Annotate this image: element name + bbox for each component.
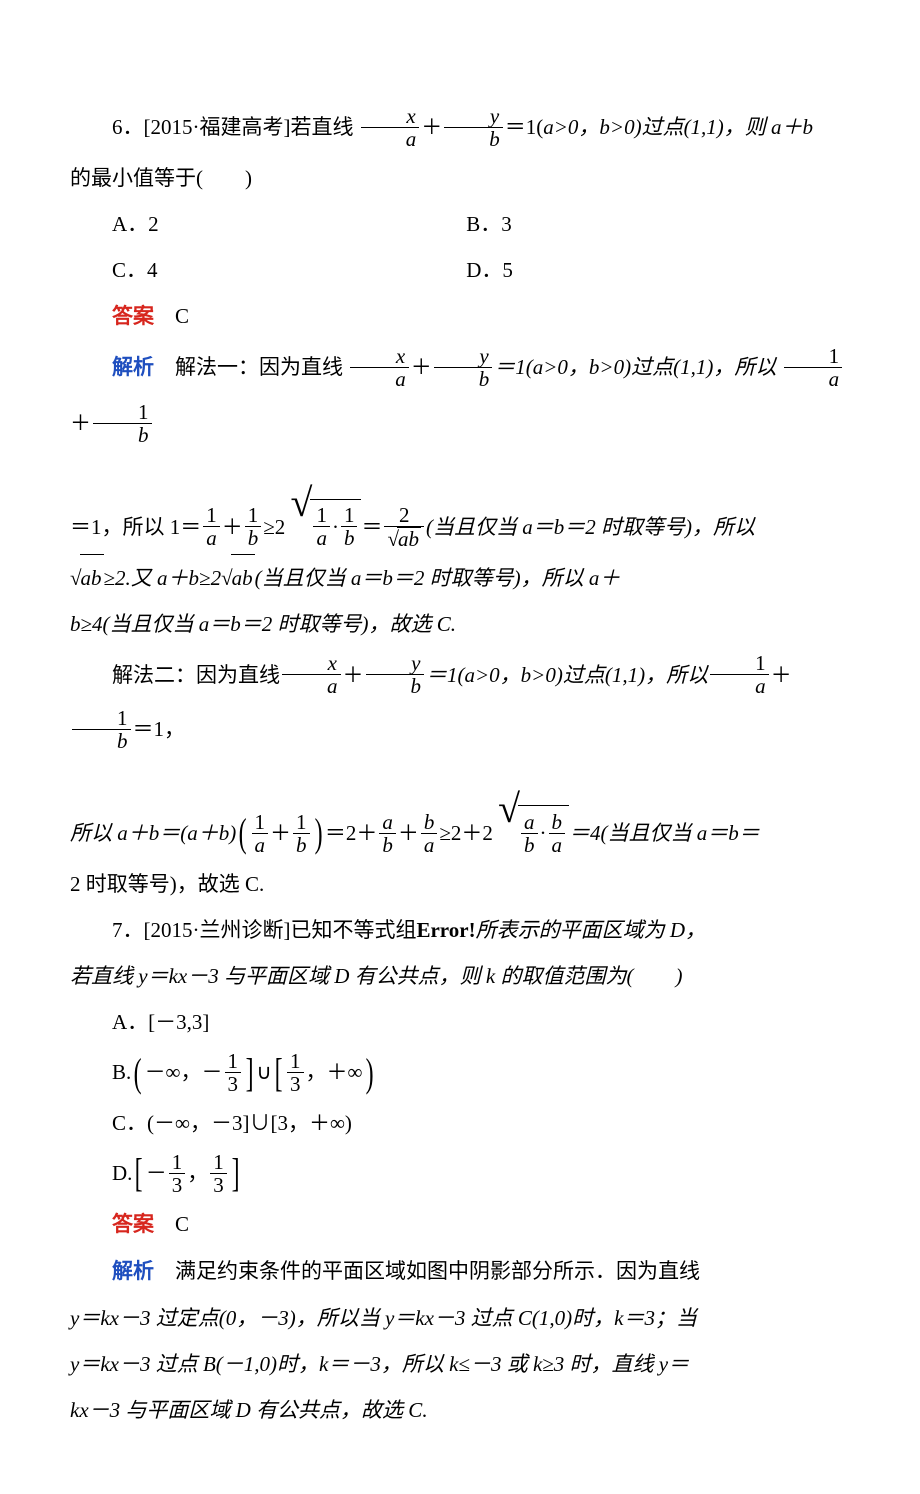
q6-option-d: D．5 (466, 247, 820, 293)
q6-number: 6． (112, 115, 144, 139)
q7-options: A．[－3,3] B.(－∞，－13]∪[13，＋∞) C．(－∞，－3]∪[3… (70, 999, 850, 1201)
frac-x-a: xa (361, 105, 420, 150)
q6-explain-m1-l4: b≥4(当且仅当 a＝b＝2 时取等号)，故选 C. (70, 601, 850, 647)
q6-explain-m2-l1: 解法二：因为直线xa＋yb＝1(a>0，b>0)过点(1,1)，所以1a＋1b＝… (70, 648, 850, 757)
q7-option-c: C．(－∞，－3]∪[3，＋∞) (112, 1100, 850, 1146)
sqrt-1a1b: √1a·1b (291, 451, 362, 555)
q6-explain-m2-l2: 所以 a＋b＝(a＋b)(1a＋1b)＝2＋ab＋ba≥2＋2 √ab·ba＝4… (70, 757, 850, 861)
q7-number: 7． (112, 918, 144, 942)
sqrt-abba: √ab·ba (498, 757, 569, 861)
q7-stem-line2: 若直线 y＝kx－3 与平面区域 D 有公共点，则 k 的取值范围为( ) (70, 953, 850, 999)
lbracket-icon: [ (135, 1157, 143, 1189)
q6-explain-m1-l2: ＝1，所以 1＝1a＋1b≥2 √1a·1b＝2√ab(当且仅当 a＝b＝2 时… (70, 451, 850, 555)
q7-explain-l2: y＝kx－3 过定点(0，－3)，所以当 y＝kx－3 过点 C(1,0)时，k… (70, 1295, 850, 1341)
rparen-icon: ) (314, 817, 322, 849)
q7-answer: 答案 C (70, 1201, 850, 1248)
lparen-icon: ( (134, 1057, 142, 1089)
q6-explain-m1-l1: 解析 解法一：因为直线 xa＋yb＝1(a>0，b>0)过点(1,1)，所以 1… (70, 340, 850, 450)
explain-label: 解析 (112, 1260, 154, 1283)
q6-source: [2015·福建高考] (144, 115, 291, 139)
q7-source: [2015·兰州诊断] (144, 918, 291, 942)
q6-cond: a>0，b>0)过点(1,1)，则 a＋b (543, 115, 813, 139)
q7-explain-l1: 解析 满足约束条件的平面区域如图中阴影部分所示．因为直线 (70, 1248, 850, 1295)
q7-option-d: D.[－13，13] (112, 1146, 850, 1201)
lbracket-icon: [ (274, 1057, 282, 1089)
rbracket-icon: ] (246, 1057, 254, 1089)
answer-label: 答案 (112, 1213, 154, 1236)
answer-label: 答案 (112, 305, 154, 328)
q7-explain-l3: y＝kx－3 过点 B(－1,0)时，k＝－3，所以 k≤－3 或 k≥3 时，… (70, 1341, 850, 1387)
q6-explain-m2-l3: 2 时取等号)，故选 C. (70, 861, 850, 907)
frac-y-b: yb (444, 105, 503, 150)
explain-label: 解析 (112, 356, 154, 379)
rparen-icon: ) (365, 1057, 373, 1089)
q6-option-c: C．4 (112, 247, 466, 293)
error-placeholder: Error! (416, 918, 475, 942)
q6-option-a: A．2 (112, 201, 466, 247)
q6-stem-line2: 的最小值等于( ) (70, 155, 850, 201)
lparen-icon: ( (239, 817, 247, 849)
q7-answer-value: C (175, 1212, 189, 1236)
q7-stem-line1: 7．[2015·兰州诊断]已知不等式组Error!所表示的平面区域为 D， (70, 907, 850, 953)
q6-options: A．2 B．3 C．4 D．5 (70, 201, 850, 293)
q6-answer-value: C (175, 304, 189, 328)
q6-stem-line1: 6．[2015·福建高考]若直线 xa＋yb＝1(a>0，b>0)过点(1,1)… (70, 100, 850, 155)
q6-option-b: B．3 (466, 201, 820, 247)
q6-stem-a: 若直线 (290, 115, 353, 139)
q6-answer: 答案 C (70, 293, 850, 340)
q6-explain-m1-l3: √ab≥2.又 a＋b≥2√ab(当且仅当 a＝b＝2 时取等号)，所以 a＋ (70, 554, 850, 601)
rbracket-icon: ] (231, 1157, 239, 1189)
q7-option-b: B.(－∞，－13]∪[13，＋∞) (112, 1045, 850, 1100)
q7-option-a: A．[－3,3] (112, 999, 850, 1045)
q7-explain-l4: kx－3 与平面区域 D 有公共点，故选 C. (70, 1387, 850, 1433)
